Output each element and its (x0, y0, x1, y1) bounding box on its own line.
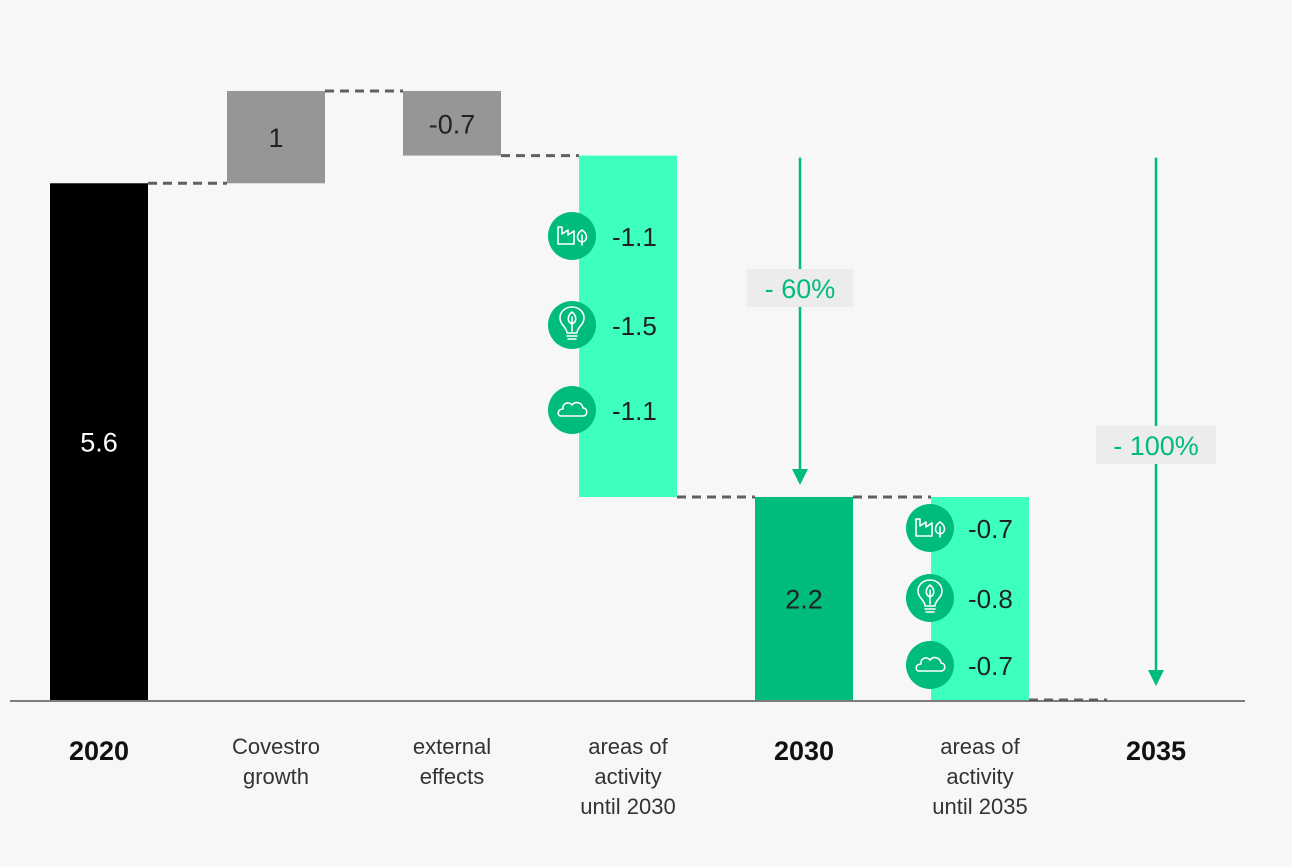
annotations: - 60% - 100% (747, 157, 1216, 686)
bar-value-label: -0.7 (429, 109, 476, 139)
bar-value-label: 2.2 (785, 585, 823, 615)
cloud-icon (906, 641, 954, 689)
x-tick-label-cact2030: areas of activity until 2030 (580, 734, 675, 819)
breakdown-value-label: -0.7 (968, 514, 1013, 544)
lightbulb-leaf-icon (548, 301, 596, 349)
breakdown-value-label: -0.8 (968, 584, 1013, 614)
breakdown-value-label: -1.1 (612, 396, 657, 426)
x-tick-label-cgrowth: Covestro growth (232, 734, 320, 789)
bars: 5.6 1 -0.7 2.2 (50, 91, 1029, 701)
x-tick-label-cact2035: areas of activity until 2035 (932, 734, 1027, 819)
cloud-icon (548, 386, 596, 434)
reduction-percent-label: - 60% (765, 274, 836, 304)
bar-cgrowth (227, 91, 325, 184)
breakdowns: -1.1 -1.5 -1.1 -0.7 -0.8 -0.7 (548, 212, 1013, 689)
breakdown-value-label: -1.5 (612, 311, 657, 341)
bar-c2020 (50, 183, 148, 701)
breakdown-value-label: -0.7 (968, 651, 1013, 681)
bar-c2030 (755, 497, 853, 700)
x-tick-label-cexternal: external effects (413, 734, 491, 789)
connector-lines (148, 89, 1107, 702)
reduction-arrow: - 60% (747, 157, 853, 485)
bar-value-label: 1 (268, 123, 283, 153)
x-tick-label-c2030: 2030 (774, 736, 834, 766)
reduction-arrow: - 100% (1096, 157, 1216, 686)
x-axis-labels: 2020 Covestro growth external effects areas o… (69, 734, 1186, 819)
breakdown-value-label: -1.1 (612, 222, 657, 252)
bar-cexternal (403, 91, 501, 156)
lightbulb-leaf-icon (906, 574, 954, 622)
factory-leaf-icon (906, 504, 954, 552)
factory-leaf-icon (548, 212, 596, 260)
x-tick-label-c2035: 2035 (1126, 736, 1186, 766)
reduction-percent-label: - 100% (1113, 431, 1199, 461)
x-tick-label-c2020: 2020 (69, 736, 129, 766)
breakdown-group: -0.7 -0.8 -0.7 (906, 504, 1013, 689)
breakdown-group: -1.1 -1.5 -1.1 (548, 212, 657, 434)
bar-value-label: 5.6 (80, 428, 118, 458)
